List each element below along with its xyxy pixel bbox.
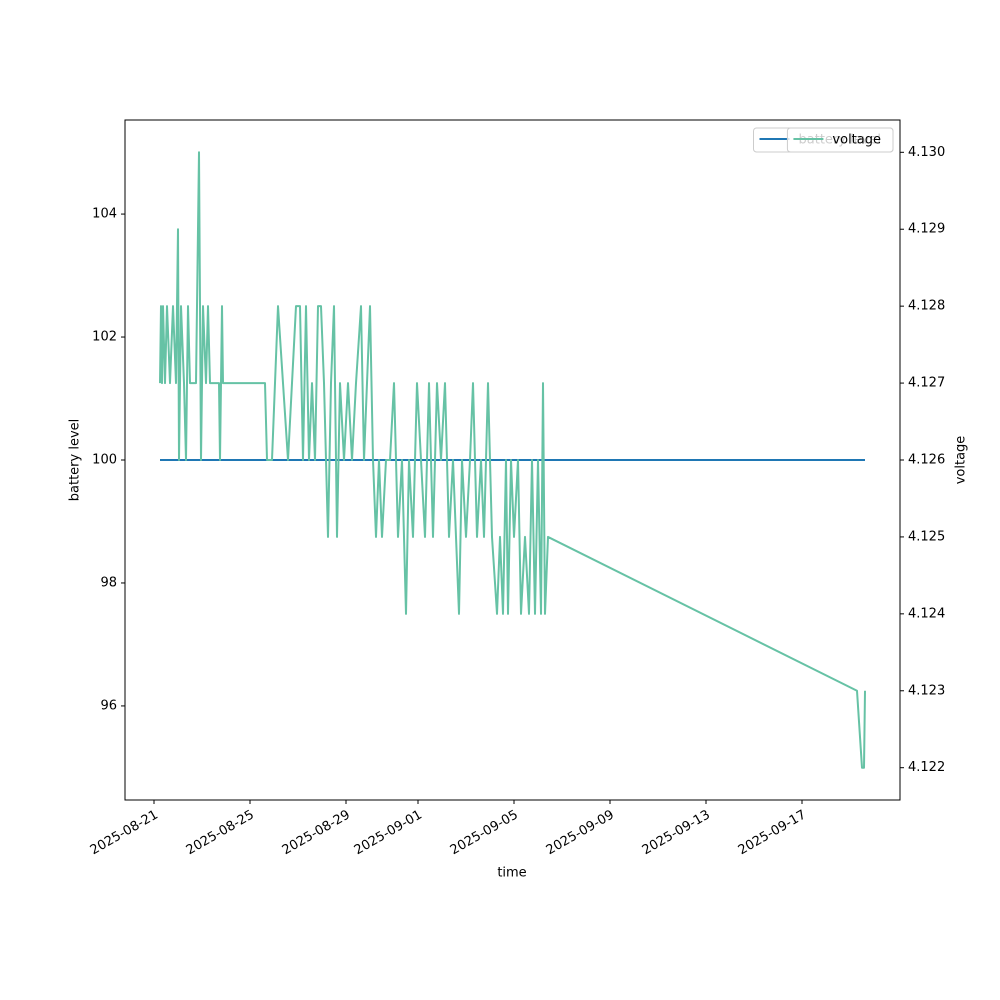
y2-tick-label: 4.122 xyxy=(908,760,945,775)
y-tick-label: 104 xyxy=(92,207,117,222)
plot-frame xyxy=(124,119,901,801)
y-tick-label: 96 xyxy=(100,698,117,713)
y2-tick-label: 4.123 xyxy=(908,683,945,698)
y-tick-label: 102 xyxy=(92,330,117,345)
y2-tick-label: 4.128 xyxy=(908,299,945,314)
y-axis-label: battery level xyxy=(68,419,83,502)
y2-tick-label: 4.124 xyxy=(908,606,945,621)
legend-box xyxy=(786,127,894,153)
y2-tick-label: 4.130 xyxy=(908,145,945,160)
y2-tick-label: 4.129 xyxy=(908,222,945,237)
x-axis-label: time xyxy=(497,866,526,881)
y2-tick-label: 4.127 xyxy=(908,376,945,391)
y2-tick-label: 4.126 xyxy=(908,453,945,468)
y-tick-label: 98 xyxy=(100,575,117,590)
line-series xyxy=(159,151,866,769)
y2-axis-label: voltage xyxy=(954,436,969,485)
y-tick-label: 100 xyxy=(92,453,117,468)
legend-label: voltage xyxy=(832,133,881,148)
y2-tick-label: 4.125 xyxy=(908,529,945,544)
